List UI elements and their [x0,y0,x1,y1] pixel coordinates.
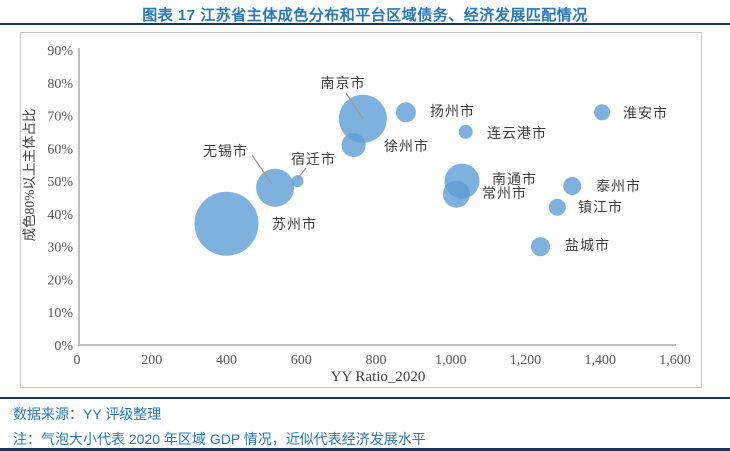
city-label: 宿迁市 [291,151,336,168]
y-tick-label: 30% [47,241,73,256]
footer-separator-line [0,397,730,399]
city-label: 南京市 [321,75,366,92]
y-tick-label: 0% [54,339,73,354]
chart-frame [20,32,702,388]
city-bubble [256,168,295,207]
y-tick-label: 20% [47,273,73,288]
city-bubbles [194,94,611,257]
x-tick-label: 1,000 [435,353,467,368]
city-bubble [395,102,416,123]
city-label: 常州市 [482,185,527,202]
bubble-chart: 0% 10% 20% 30% 40% 50% 60% 70% 80% 90% 0 200 400 600… [20,32,702,388]
leader-line [251,154,273,185]
top-separator-line [0,23,730,25]
city-label: 徐州市 [384,138,429,155]
y-tick-label: 10% [47,306,73,321]
y-tick-label: 60% [47,142,73,157]
x-tick-label: 600 [291,353,312,368]
city-label: 镇江市 [578,199,623,216]
note-text: 注：气泡大小代表 2020 年区域 GDP 情况，近似代表经济发展水平 [13,431,426,447]
label-leader-lines [251,92,364,185]
y-tick-label: 90% [47,44,73,59]
x-tick-label: 400 [216,353,237,368]
data-source-text: 数据来源：YY 评级整理 [13,406,162,422]
x-tick-label: 0 [74,353,81,368]
city-bubble [194,191,259,256]
city-label: 泰州市 [596,178,641,195]
city-bubble [548,198,566,216]
y-tick-label: 80% [47,77,73,92]
x-tick-label: 1,400 [585,353,617,368]
bottom-separator-line [0,448,730,451]
x-tick-label: 800 [366,353,387,368]
city-label: 淮安市 [623,105,668,122]
city-bubble [442,180,470,208]
x-tick-label: 1,600 [659,353,691,368]
x-tick-label: 200 [141,353,162,368]
leader-line [297,167,307,179]
city-bubble [458,124,473,139]
x-tick-label: 1,200 [510,353,542,368]
city-label: 南通市 [492,171,537,188]
y-tick-label: 50% [47,175,73,190]
x-axis-title: YY Ratio_2020 [331,369,426,385]
city-bubble [563,177,582,195]
y-axis-title: 成色80%以上主体占比 [21,109,37,242]
city-label: 连云港市 [487,125,547,142]
city-bubble [291,175,304,188]
city-bubble [531,237,550,257]
leader-line [345,92,364,120]
x-axis-tick-labels: 0 200 400 600 800 1,000 1,200 1,400 1,600 [74,353,691,368]
city-label: 无锡市 [203,143,248,160]
figure-title: 图表 17 江苏省主体成色分布和平台区域债务、经济发展匹配情况 [142,7,588,24]
city-label: 扬州市 [430,103,475,120]
city-label: 苏州市 [272,216,317,233]
y-tick-label: 40% [47,208,73,223]
city-label: 盐城市 [565,237,610,254]
city-bubble [341,133,366,158]
city-bubble [594,104,611,121]
y-axis-tick-labels: 0% 10% 20% 30% 40% 50% 60% 70% 80% 90% [47,44,73,354]
y-tick-label: 70% [47,110,73,125]
